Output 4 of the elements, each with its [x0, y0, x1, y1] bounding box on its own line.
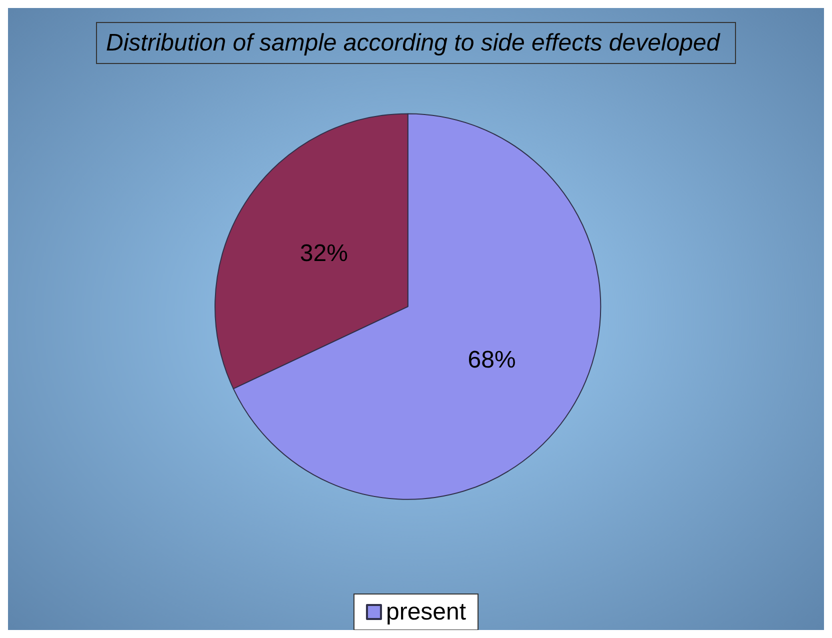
data-label: 68% [468, 346, 516, 374]
chart-title: Distribution of sample according to side effects developed [106, 30, 720, 56]
data-label: 32% [300, 240, 348, 267]
legend-label: present [386, 598, 466, 626]
